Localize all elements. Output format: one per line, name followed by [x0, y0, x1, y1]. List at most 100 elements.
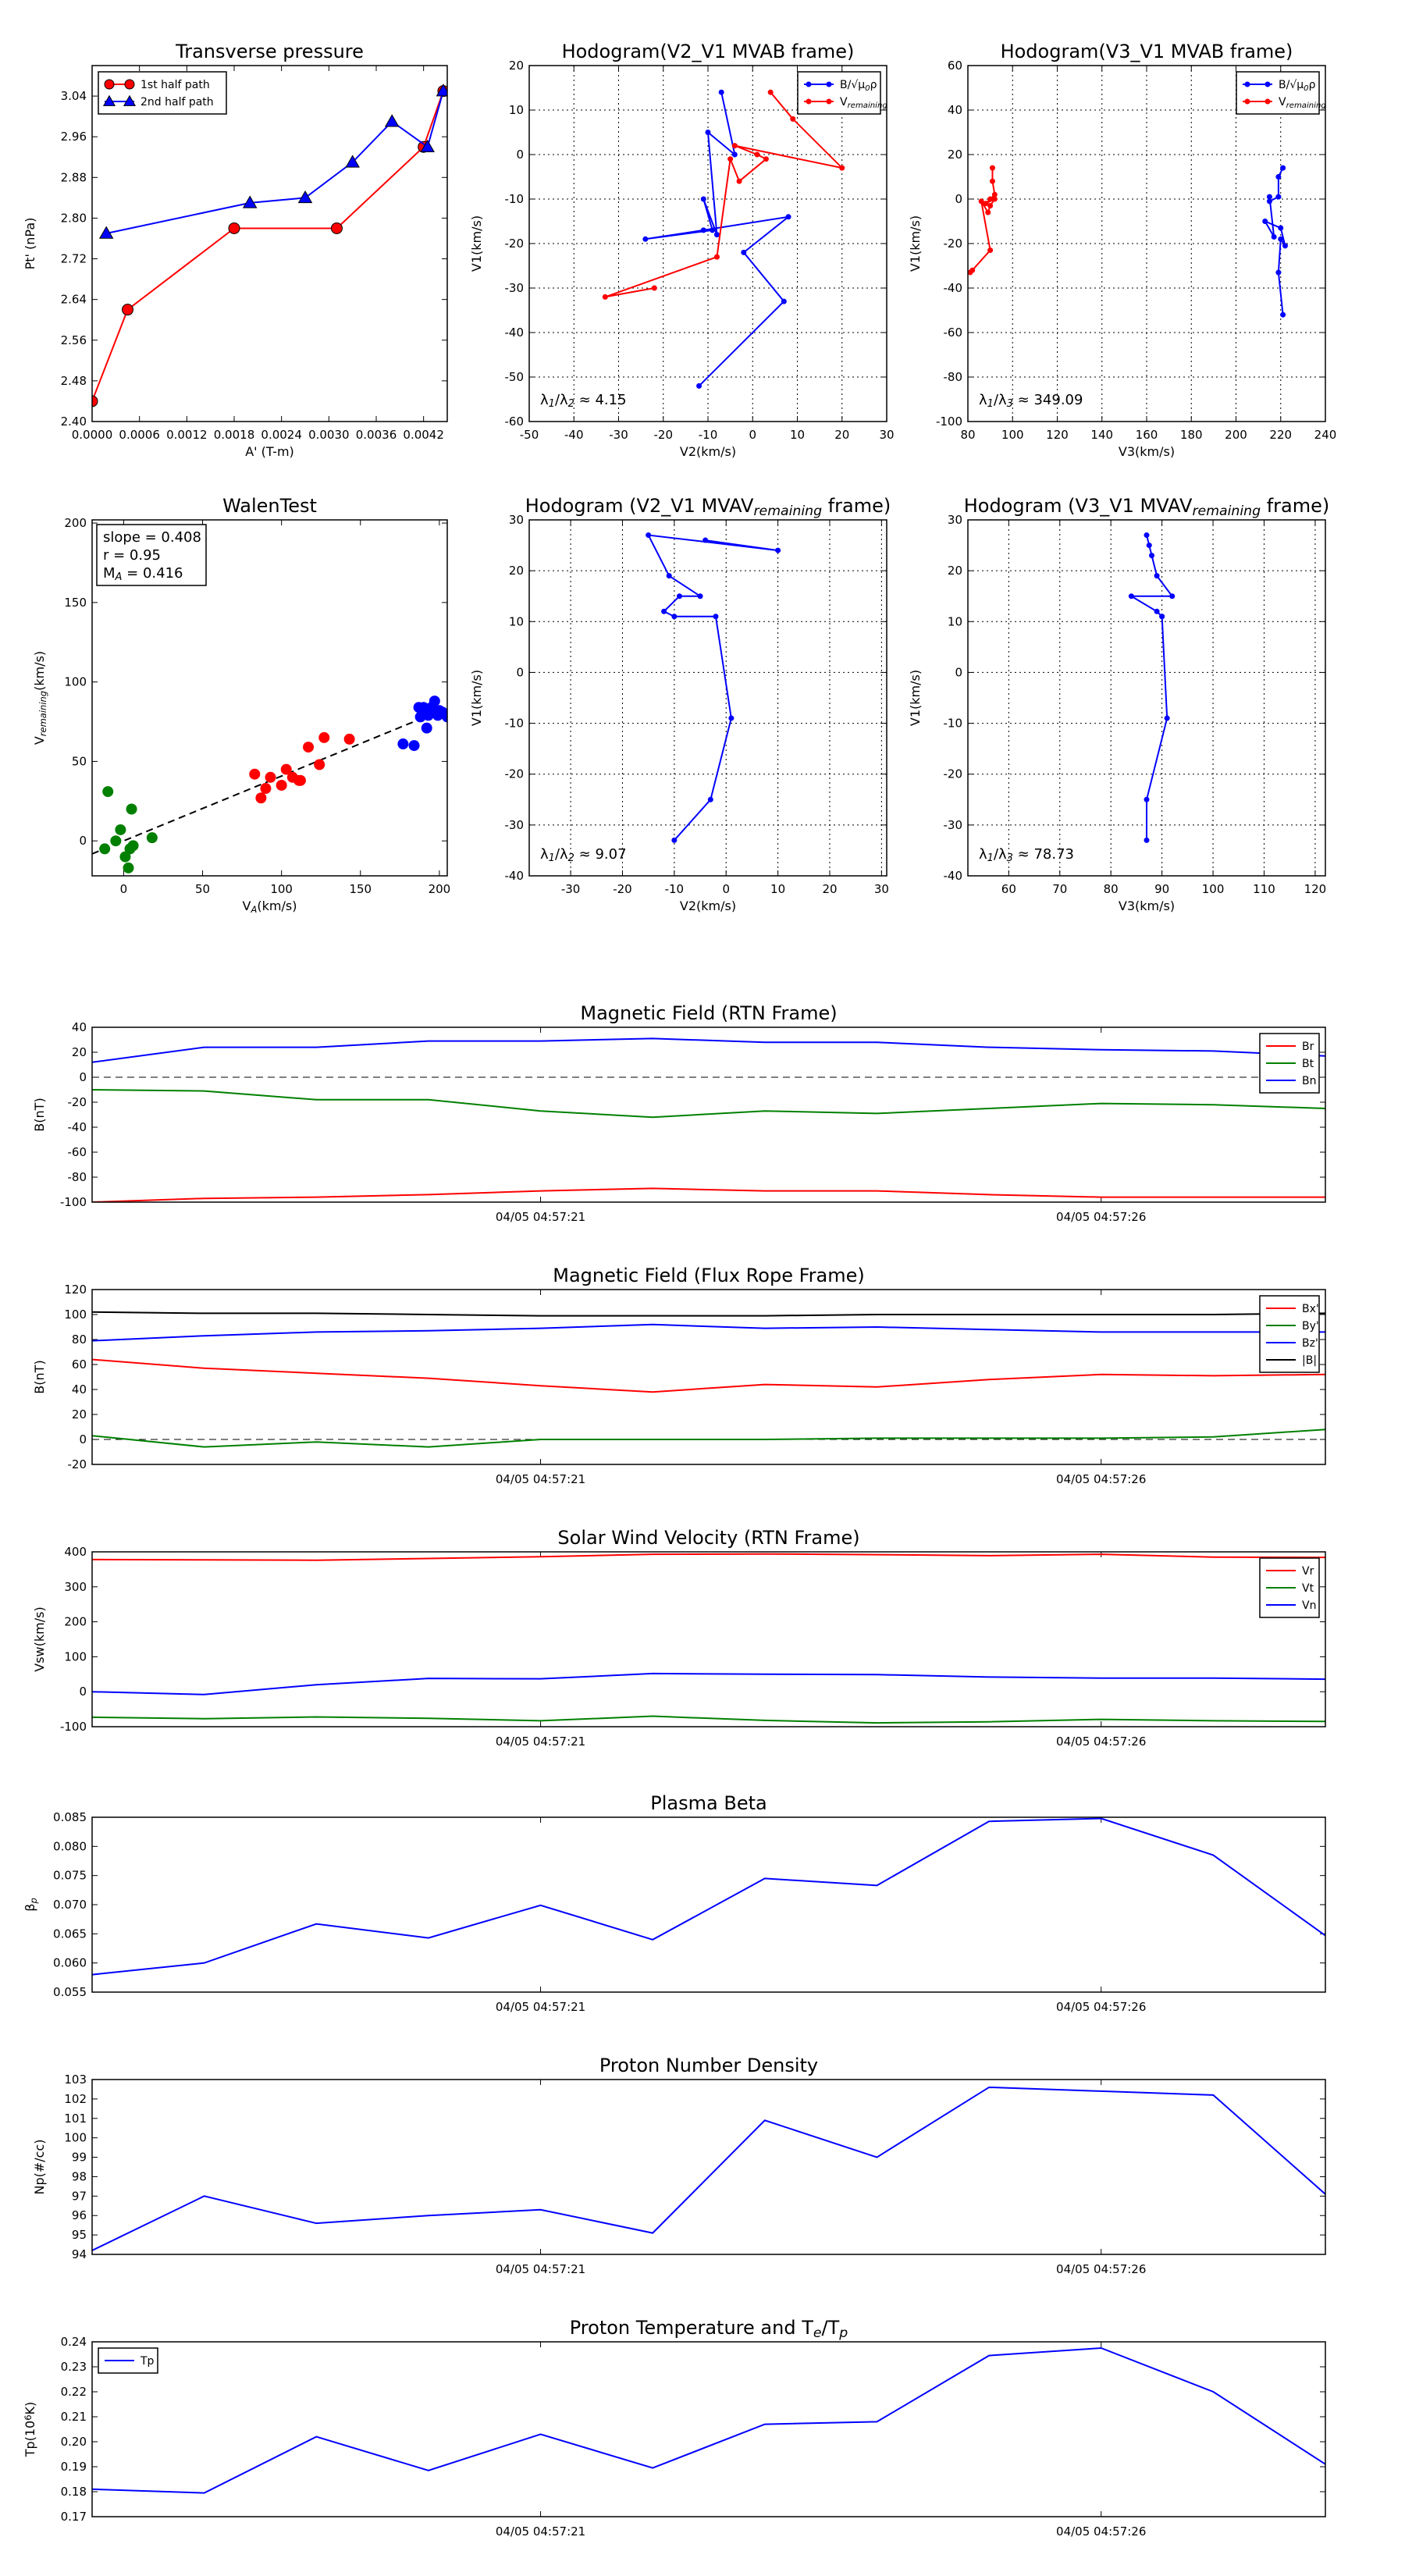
- proton-temperature-chart: 04/05 04:57:21 04/05 04:57:26 0.17 0.18 0.19…: [23, 2317, 1326, 2539]
- legend-label: |B|: [1302, 1354, 1317, 1367]
- data-point: [1280, 311, 1286, 318]
- scatter-point: [343, 733, 355, 745]
- y-tick-label: -20: [944, 767, 963, 781]
- x-tick-label: 90: [1154, 882, 1169, 896]
- data-point: [242, 195, 258, 208]
- x-tick-label: 10: [790, 428, 805, 442]
- legend-marker: [123, 94, 137, 106]
- scatter-point: [418, 702, 429, 713]
- legend-item-Bz': Bz': [1266, 1337, 1318, 1350]
- x-axis-label: V3(km/s): [1119, 898, 1175, 913]
- y-tick-label: -20: [505, 767, 525, 781]
- data-point: [731, 143, 738, 149]
- x-tick-label: 0.0018: [214, 428, 255, 442]
- data-point: [384, 114, 400, 127]
- y-tick-label: -40: [944, 869, 963, 883]
- y-tick-label: 200: [64, 1615, 87, 1629]
- x-tick-label: 04/05 04:57:21: [496, 1210, 585, 1224]
- axes-frame: [91, 1816, 1326, 1993]
- y-tick-label: 2.96: [61, 130, 87, 144]
- y-tick-label: -20: [68, 1095, 87, 1109]
- legend-item-By': By': [1266, 1320, 1319, 1332]
- data-point: [1280, 165, 1286, 171]
- eigenvalue-ratio: λ1/λ2 ≈ 9.07: [540, 846, 627, 864]
- series-line-Bt: [92, 1089, 1325, 1119]
- x-tick-label: 04/05 04:57:26: [1056, 1210, 1146, 1224]
- scatter-point: [110, 835, 122, 847]
- x-tick-label: 20: [834, 428, 849, 442]
- data-point: [666, 573, 672, 579]
- legend-label: 1st half path: [140, 79, 210, 91]
- data-point: [1271, 233, 1277, 240]
- x-tick-label: 0.0000: [72, 428, 113, 442]
- y-tick-label: 102: [64, 2092, 87, 2106]
- y-tick-label: 2.64: [61, 293, 87, 307]
- series-line-Vt: [92, 1715, 1325, 1724]
- chart-title: Solar Wind Velocity (RTN Frame): [557, 1527, 859, 1549]
- data-point: [775, 547, 781, 553]
- plot-area: [92, 1552, 1325, 1727]
- legend-label: B/√μ0ρ: [840, 79, 877, 93]
- hodogram-v2-v1-mvab-chart: -50 -40 -30 -20 -10 0 10 20 30-60-50-40-30-20-10…: [469, 41, 895, 459]
- data-point: [676, 593, 682, 600]
- eigenvalue-ratio: λ1/λ3 ≈ 78.73: [979, 846, 1074, 864]
- y-tick-label: 120: [64, 1283, 87, 1297]
- data-point: [1146, 543, 1152, 549]
- series-line-By': [92, 1429, 1325, 1448]
- y-tick-label: 98: [72, 2169, 87, 2183]
- plot-area: [92, 2342, 1325, 2517]
- data-point: [968, 269, 973, 276]
- data-point: [1154, 608, 1160, 614]
- y-tick-label: 0: [79, 834, 87, 848]
- data-point: [700, 227, 706, 233]
- y-tick-label: 10: [948, 614, 962, 628]
- x-tick-label: 80: [1104, 882, 1119, 896]
- y-axis-label: V1(km/s): [469, 215, 484, 272]
- data-point: [1262, 219, 1268, 224]
- data-point: [763, 156, 769, 162]
- data-point: [661, 608, 667, 614]
- y-tick-label: 0.22: [61, 2385, 87, 2399]
- chart-title: Plasma Beta: [650, 1792, 767, 1814]
- data-point: [983, 201, 989, 207]
- series-line-Vr: [92, 1553, 1325, 1561]
- x-tick-label: 150: [349, 882, 372, 896]
- y-axis-label: Tp(106K): [23, 2402, 37, 2458]
- legend: B/√μ0ρ Vremaining: [1236, 71, 1326, 115]
- data-point: [1266, 198, 1272, 205]
- chart-title: Proton Temperature and Te/Tp: [570, 2317, 848, 2341]
- plot-area: [529, 520, 887, 876]
- y-tick-label: 40: [948, 103, 962, 117]
- y-tick-label: -100: [936, 415, 962, 429]
- y-tick-label: 0.17: [61, 2510, 87, 2524]
- y-tick-label: -30: [505, 818, 525, 832]
- legend-label: By': [1302, 1320, 1319, 1332]
- x-axis-label: V3(km/s): [1119, 444, 1175, 459]
- axes-frame: [91, 65, 448, 422]
- x-tick-label: 04/05 04:57:21: [496, 2524, 585, 2539]
- y-tick-label: 96: [72, 2208, 87, 2222]
- y-tick-label: 2.40: [61, 415, 87, 429]
- eigenvalue-ratio: λ1/λ2 ≈ 4.15: [540, 392, 627, 410]
- series-line-Vn: [92, 1672, 1325, 1695]
- y-tick-label: 0.075: [53, 1869, 87, 1883]
- series-line-1st half path: [92, 91, 444, 402]
- eigenvalue-ratio: λ1/λ3 ≈ 349.09: [979, 392, 1083, 410]
- y-tick-label: 100: [64, 675, 87, 689]
- data-point: [1159, 614, 1165, 620]
- scatter-point: [146, 832, 158, 844]
- plot-content: [92, 2086, 1325, 2251]
- x-tick-label: 0.0024: [261, 428, 302, 442]
- y-tick-label: -100: [60, 1720, 87, 1734]
- data-point: [92, 395, 98, 407]
- plot-content: [92, 84, 447, 407]
- data-point: [987, 196, 994, 202]
- legend-item-V_remaining: Vremaining: [804, 96, 887, 110]
- y-tick-label: 103: [64, 2073, 87, 2087]
- y-tick-label: -80: [944, 370, 963, 384]
- solar-wind-velocity-chart: 04/05 04:57:21 04/05 04:57:26 -100 0 100 200 3…: [32, 1527, 1326, 1749]
- x-tick-label: 160: [1136, 428, 1158, 442]
- y-tick-label: -50: [505, 370, 525, 384]
- legend: Vr Vt Vn: [1259, 1557, 1320, 1618]
